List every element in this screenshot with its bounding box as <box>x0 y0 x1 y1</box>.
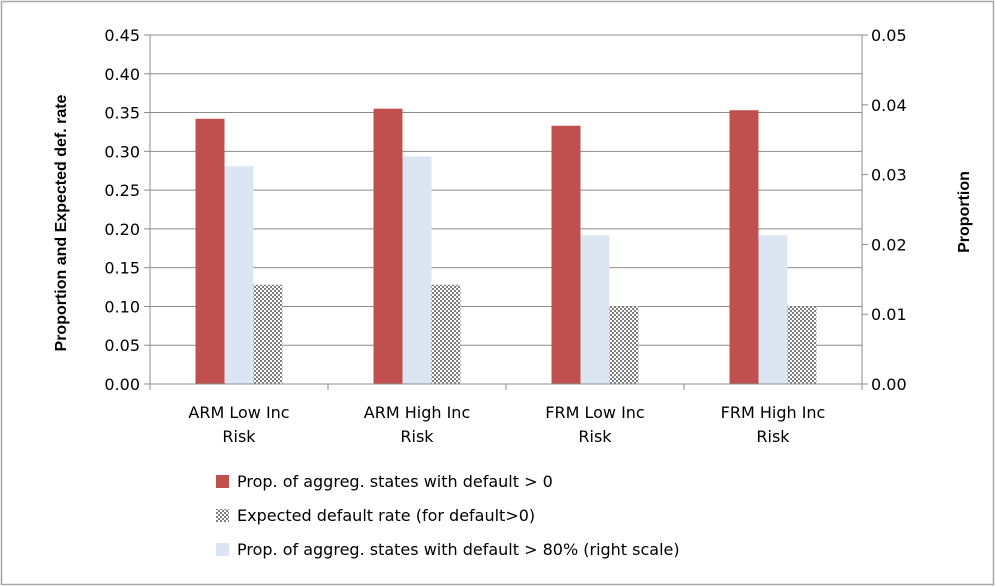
legend-label: Expected default rate (for default>0) <box>237 506 535 525</box>
bar-prop-default-80 <box>224 166 254 384</box>
left-tick-label: 0.45 <box>104 26 140 45</box>
bar-expected-default-rate <box>609 306 639 384</box>
bar-prop-default <box>373 108 403 384</box>
bar-expected-default-rate <box>253 284 283 384</box>
bar-expected-default-rate <box>787 306 817 384</box>
category-label: ARM Low Inc <box>188 403 289 422</box>
category-label: FRM High Inc <box>721 403 826 422</box>
right-tick-label: 0.00 <box>871 375 907 394</box>
bar-prop-default <box>551 125 581 385</box>
right-axis-title: Proportion <box>956 171 973 253</box>
bar-prop-default-80 <box>580 235 610 384</box>
legend: Prop. of aggreg. states with default > 0… <box>216 472 680 559</box>
tick-labels: 0.00 0.05 0.10 0.15 0.20 0.25 0.30 0.35 0.40 0.45… <box>104 26 906 446</box>
left-tick-label: 0.20 <box>104 220 140 239</box>
right-tick-label: 0.01 <box>871 305 907 324</box>
left-tick-label: 0.10 <box>104 297 140 316</box>
left-axis-title: Proportion and Expected def. rate <box>53 94 70 351</box>
axes <box>144 34 868 390</box>
left-tick-label: 0.05 <box>104 336 140 355</box>
category-label: Risk <box>756 427 790 446</box>
category-label: Risk <box>222 427 256 446</box>
legend-swatch <box>216 543 229 556</box>
category-label: Risk <box>578 427 612 446</box>
right-tick-label: 0.04 <box>871 96 907 115</box>
legend-swatch <box>216 475 229 488</box>
category-label: FRM Low Inc <box>545 403 644 422</box>
bars <box>195 108 817 385</box>
bar-prop-default-80 <box>402 156 432 384</box>
left-tick-label: 0.40 <box>104 65 140 84</box>
right-tick-label: 0.02 <box>871 235 907 254</box>
left-tick-label: 0.30 <box>104 142 140 161</box>
category-label: Risk <box>400 427 434 446</box>
category-label: ARM High Inc <box>364 403 470 422</box>
left-tick-label: 0.00 <box>104 375 140 394</box>
legend-label: Prop. of aggreg. states with default > 8… <box>237 540 680 559</box>
bar-prop-default <box>195 118 225 384</box>
bar-expected-default-rate <box>431 284 461 384</box>
right-tick-label: 0.05 <box>871 26 907 45</box>
bar-prop-default <box>729 110 759 385</box>
bar-prop-default-80 <box>758 235 788 384</box>
left-tick-label: 0.35 <box>104 104 140 123</box>
left-tick-label: 0.25 <box>104 181 140 200</box>
right-tick-label: 0.03 <box>871 166 907 185</box>
legend-swatch <box>216 509 229 522</box>
left-tick-label: 0.15 <box>104 259 140 278</box>
legend-label: Prop. of aggreg. states with default > 0 <box>237 472 553 491</box>
